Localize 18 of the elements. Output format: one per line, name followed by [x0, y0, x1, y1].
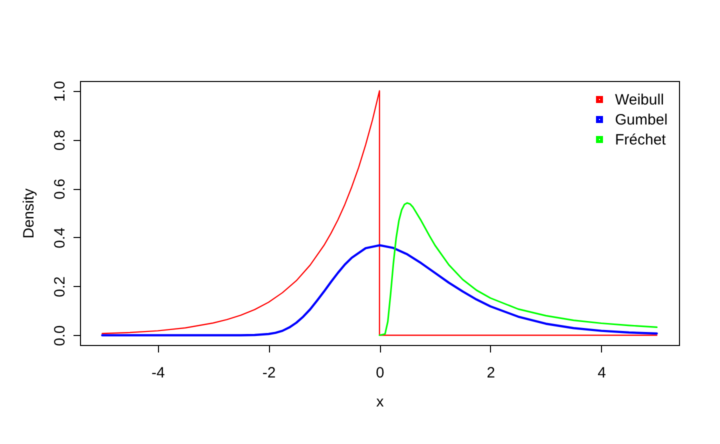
legend-label: Gumbel: [615, 112, 668, 128]
line-series: [378, 202, 658, 336]
y-tick-label: 0.4: [52, 228, 68, 248]
line-series: [101, 244, 658, 336]
x-tick-label: -2: [262, 364, 276, 382]
y-tick-label: 0.0: [52, 325, 68, 346]
x-axis-title: x: [376, 394, 384, 410]
x-tick-label: -4: [151, 364, 165, 382]
y-tick-label: 0.8: [52, 130, 68, 151]
x-tick-label: 0: [376, 364, 384, 382]
y-tick-label: 0.6: [52, 178, 68, 200]
y-tick-label: 0.2: [52, 276, 68, 298]
y-tick-label: 1.0: [52, 80, 68, 102]
legend-label: Fréchet: [615, 132, 667, 148]
x-tick-label: 4: [598, 364, 606, 382]
x-tick-label: 2: [486, 364, 496, 382]
legend-label: Weibull: [615, 92, 664, 108]
y-axis-title: Density: [20, 188, 38, 239]
